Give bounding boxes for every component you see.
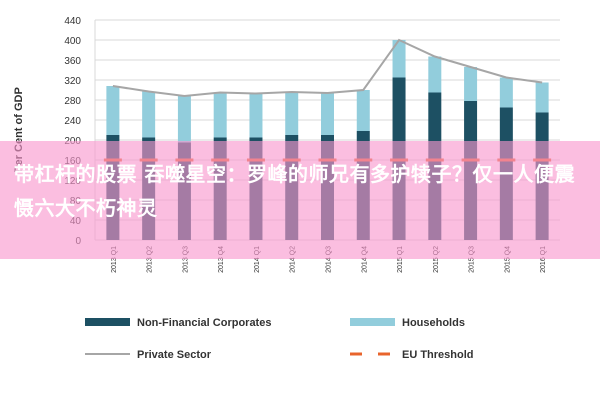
bar-households	[106, 86, 119, 135]
bar-households	[249, 94, 262, 138]
bar-households	[464, 67, 477, 101]
legend-swatch-non-financial-corporates	[85, 318, 130, 326]
legend: Non-Financial Corporates Households Privat…	[85, 317, 474, 361]
y-tick-label: 280	[64, 96, 81, 107]
legend-label-private-sector: Private Sector	[137, 349, 212, 361]
bar-households	[321, 93, 334, 135]
legend-swatch-households	[350, 318, 395, 326]
y-tick-label: 240	[64, 116, 81, 127]
bar-households	[214, 93, 227, 138]
overlay-text: 带杠杆的股票 吞噬星空：罗峰的师兄有多护犊子？仅一人便震慑六大不朽神灵	[14, 157, 589, 225]
bar-households	[357, 90, 370, 131]
bar-households	[142, 92, 155, 138]
bar-households	[178, 96, 191, 143]
y-tick-label: 360	[64, 56, 81, 67]
y-tick-label: 400	[64, 36, 81, 47]
y-tick-label: 320	[64, 76, 81, 87]
bar-households	[428, 57, 441, 93]
legend-label-households: Households	[402, 317, 465, 329]
legend-label-non-financial-corporates: Non-Financial Corporates	[137, 317, 271, 329]
y-tick-label: 440	[64, 16, 81, 27]
bar-households	[500, 78, 513, 108]
legend-label-eu-threshold: EU Threshold	[402, 349, 474, 361]
private-sector-line	[113, 40, 542, 96]
bar-households	[285, 92, 298, 135]
bar-households	[536, 83, 549, 113]
